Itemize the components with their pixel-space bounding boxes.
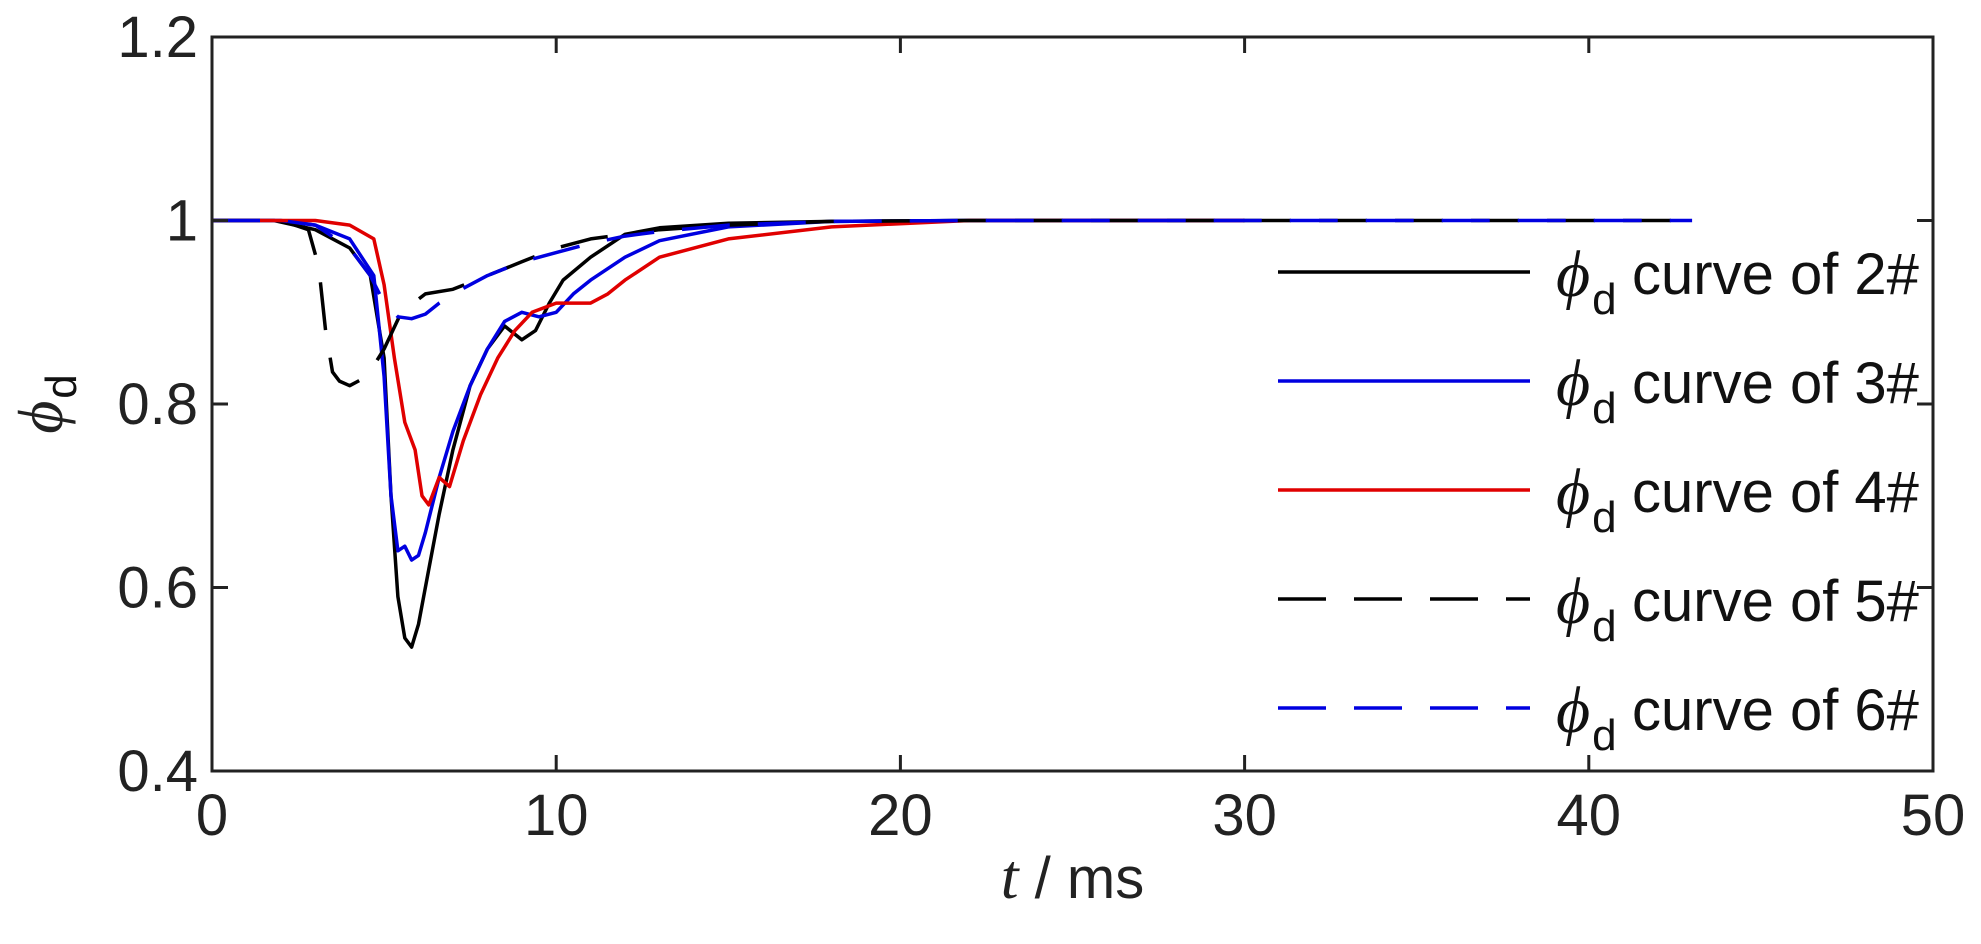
series-line-4 — [212, 218, 1245, 507]
legend-phi: ϕ — [1556, 456, 1590, 529]
legend-label: curve of 4# — [1632, 460, 1919, 525]
series-layer — [212, 218, 1693, 649]
series-line-6 — [212, 218, 1693, 321]
legend-subscript: d — [1592, 384, 1616, 433]
y-tick-label: 0.6 — [117, 556, 198, 621]
x-tick-label: 0 — [196, 783, 228, 848]
svg-text:ϕd: ϕd — [5, 374, 86, 434]
x-tick-label: 20 — [868, 783, 933, 848]
ticks-layer: 0 10 20 30 40 50 0.4 0.6 0.8 1 1.2 — [117, 5, 1965, 848]
x-axis-unit: / ms — [1019, 846, 1145, 911]
y-tick-label: 1 — [166, 189, 198, 254]
y-axis-subscript: d — [37, 374, 86, 398]
legend-subscript: d — [1592, 602, 1616, 651]
y-tick-label: 1.2 — [117, 5, 198, 70]
x-tick-label: 50 — [1901, 783, 1966, 848]
legend-label: curve of 3# — [1632, 351, 1919, 416]
legend-phi: ϕ — [1556, 674, 1590, 747]
y-axis-label: ϕd — [5, 374, 86, 434]
legend-symbol: ϕd — [1556, 565, 1617, 651]
legend-label: curve of 6# — [1632, 678, 1919, 743]
legend-symbol: ϕd — [1556, 238, 1617, 324]
legend-phi: ϕ — [1556, 347, 1590, 420]
legend: ϕd curve of 2#ϕd curve of 3#ϕd curve of 4#ϕ… — [1278, 238, 1919, 760]
x-tick-label: 30 — [1212, 783, 1277, 848]
series-line-5 — [212, 218, 1693, 388]
y-axis-symbol: ϕ — [5, 401, 76, 434]
legend-symbol: ϕd — [1556, 674, 1617, 760]
x-axis-label: t / ms — [1001, 841, 1144, 912]
y-tick-label: 0.4 — [117, 739, 198, 804]
legend-phi: ϕ — [1556, 238, 1590, 311]
y-tick-label: 0.8 — [117, 372, 198, 437]
legend-symbol: ϕd — [1556, 347, 1617, 433]
legend-label: curve of 5# — [1632, 569, 1919, 634]
legend-subscript: d — [1592, 275, 1616, 324]
legend-subscript: d — [1592, 493, 1616, 542]
series-line-3 — [212, 218, 1245, 562]
x-tick-label: 10 — [524, 783, 589, 848]
x-tick-label: 40 — [1557, 783, 1622, 848]
legend-label: curve of 2# — [1632, 242, 1919, 307]
legend-phi: ϕ — [1556, 565, 1590, 638]
legend-subscript: d — [1592, 711, 1616, 760]
legend-symbol: ϕd — [1556, 456, 1617, 542]
x-axis-symbol: t — [1001, 841, 1021, 912]
